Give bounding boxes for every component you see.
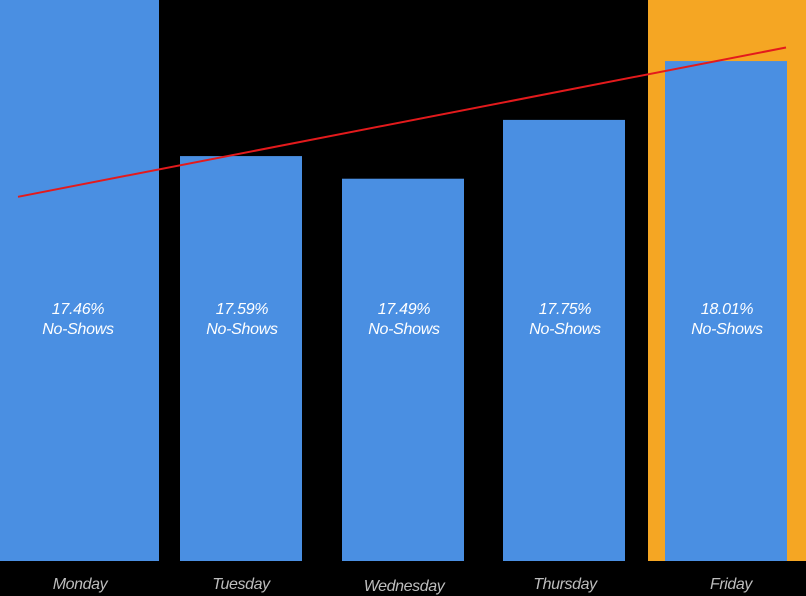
x-tick-label-friday: Friday <box>710 576 753 593</box>
bar-value-label-friday: 18.01% <box>701 301 754 318</box>
bar-friday <box>665 61 787 562</box>
x-tick-label-monday: Monday <box>53 576 109 593</box>
bar-thursday <box>503 119 625 562</box>
bar-wednesday <box>342 178 464 562</box>
x-axis-ticks: Monday Tuesday Wednesday Thursday Friday <box>53 576 754 595</box>
x-tick-label-wednesday: Wednesday <box>364 578 446 595</box>
bar-suffix-label-wednesday: No-Shows <box>368 321 440 338</box>
x-tick-label-tuesday: Tuesday <box>212 576 271 593</box>
bar-value-label-thursday: 17.75% <box>539 301 592 318</box>
bar-value-label-wednesday: 17.49% <box>378 301 431 318</box>
bar-tuesday <box>180 156 302 562</box>
trendline <box>17 46 787 198</box>
bar-value-label-tuesday: 17.59% <box>216 301 269 318</box>
bar-labels-layer: 17.46% No-Shows 17.59% No-Shows 17.49% No-Sho… <box>42 301 763 338</box>
bar-value-label-monday: 17.46% <box>52 301 105 318</box>
trendline-layer <box>17 46 787 198</box>
bar-suffix-label-thursday: No-Shows <box>529 321 601 338</box>
bar-suffix-label-friday: No-Shows <box>691 321 763 338</box>
bar-suffix-label-tuesday: No-Shows <box>206 321 278 338</box>
bars-layer <box>0 0 787 562</box>
bar-monday <box>0 0 159 561</box>
bar-suffix-label-monday: No-Shows <box>42 321 114 338</box>
x-tick-label-thursday: Thursday <box>533 576 598 593</box>
